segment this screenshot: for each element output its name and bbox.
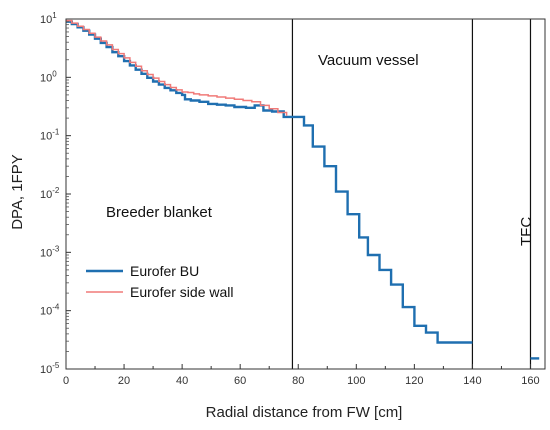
y-tick-label-3: 10-2	[40, 186, 60, 201]
legend: Eurofer BU Eurofer side wall	[86, 263, 234, 300]
x-axis-title: Radial distance from FW [cm]	[206, 404, 403, 421]
series-line-eurofer-bu-0	[66, 20, 473, 344]
y-tick-label-0: 10-5	[40, 361, 60, 376]
y-tick-label-5: 100	[40, 69, 57, 84]
x-tick-label-7: 140	[463, 375, 481, 387]
x-tick-label-1: 20	[118, 375, 130, 387]
annotation-vacuum-vessel: Vacuum vessel	[318, 52, 419, 69]
plot-frame	[65, 18, 546, 370]
x-tick-label-8: 160	[521, 375, 539, 387]
region-boundaries	[291, 19, 532, 369]
y-tick-label-6: 101	[40, 11, 57, 26]
series-line-eurofer-side-wall-0	[66, 19, 288, 116]
series-layer	[66, 19, 540, 360]
x-tick-label-5: 100	[347, 375, 365, 387]
y-axis-title: DPA, 1FPY	[9, 154, 26, 230]
legend-label-eurofer-side-wall: Eurofer side wall	[130, 284, 234, 300]
x-tick-label-6: 120	[405, 375, 423, 387]
x-tick-label-2: 40	[176, 375, 188, 387]
y-tick-label-1: 10-4	[40, 303, 60, 318]
legend-label-eurofer-bu: Eurofer BU	[130, 263, 199, 279]
x-tick-label-3: 60	[234, 375, 246, 387]
x-tick-label-0: 0	[63, 375, 69, 387]
axis-ticks: 0 20 40 60 80 100 120 140 160 10-5 10-4 10-3 10-2 10-…	[40, 11, 540, 387]
annotation-tfc: TFC	[518, 217, 535, 246]
y-tick-label-4: 10-1	[40, 128, 60, 143]
x-tick-label-4: 80	[292, 375, 304, 387]
annotation-breeder-blanket: Breeder blanket	[106, 204, 213, 221]
y-tick-label-2: 10-3	[40, 244, 60, 259]
